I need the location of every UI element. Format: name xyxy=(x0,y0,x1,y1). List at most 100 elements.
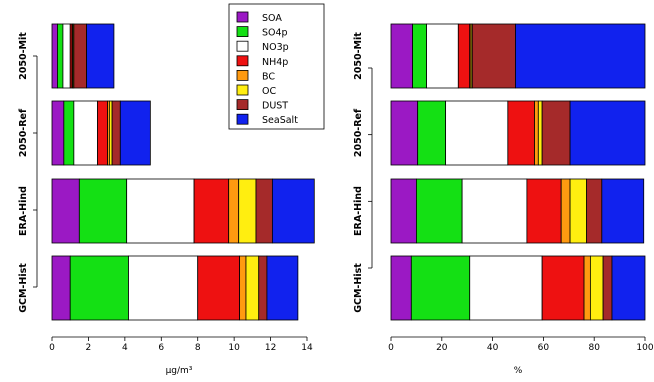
category-label: ERA-Hind xyxy=(18,186,29,236)
bar-segment-no3p-2050-ref xyxy=(73,100,98,166)
bar-segment-so4p-era-hind xyxy=(415,178,463,244)
bar-segment-oc-gcm-hist xyxy=(589,255,604,321)
bar-segment-seasalt-era-hind xyxy=(271,178,315,244)
bar-segment-seasalt-2050-mit xyxy=(86,23,115,89)
bar-segment-seasalt-gcm-hist xyxy=(611,255,646,321)
legend-swatch-oc xyxy=(236,84,249,96)
legend-label-seasalt: SeaSalt xyxy=(262,115,298,126)
category-label: 2050-Mit xyxy=(18,32,29,80)
category-label: 2050-Ref xyxy=(353,108,364,157)
x-tick-label: 0 xyxy=(388,343,394,353)
bar-segment-dust-era-hind xyxy=(586,178,603,244)
bar-segment-dust-era-hind xyxy=(255,178,273,244)
legend-label-oc: OC xyxy=(262,86,276,97)
bar-segment-nh4p-era-hind xyxy=(193,178,230,244)
x-tick-label: 8 xyxy=(195,343,201,353)
bar-segment-seasalt-era-hind xyxy=(601,178,645,244)
legend-swatch-bc xyxy=(236,70,249,81)
x-tick-label: 6 xyxy=(158,343,164,353)
bar-segment-soa-2050-mit xyxy=(51,23,58,89)
x-tick-label: 0 xyxy=(49,343,55,353)
legend-label-so4p: SO4p xyxy=(262,28,288,39)
legend-swatch-soa xyxy=(236,11,249,23)
bar-segment-so4p-era-hind xyxy=(78,178,128,244)
x-tick-label: 20 xyxy=(436,343,448,353)
bar-segment-nh4p-gcm-hist xyxy=(541,255,585,321)
legend-swatch-nh4p xyxy=(236,55,249,67)
x-tick-label: 4 xyxy=(122,343,128,353)
bar-segment-oc-era-hind xyxy=(569,178,587,244)
category-label: 2050-Mit xyxy=(353,32,364,80)
bar-segment-oc-era-hind xyxy=(238,178,257,244)
bar-segment-oc-2050-ref xyxy=(537,100,543,166)
bar-segment-soa-2050-ref xyxy=(51,100,65,166)
bar-segment-seasalt-2050-ref xyxy=(569,100,646,166)
bar-segment-seasalt-2050-ref xyxy=(119,100,151,166)
bar-segment-soa-era-hind xyxy=(390,178,417,244)
bar-segment-no3p-era-hind xyxy=(126,178,195,244)
bar-segment-bc-era-hind xyxy=(228,178,240,244)
category-label: ERA-Hind xyxy=(353,186,364,236)
x-tick-label: 40 xyxy=(487,343,499,353)
legend-swatch-seasalt xyxy=(236,113,249,125)
bar-segment-no3p-2050-mit xyxy=(426,23,459,89)
legend-swatch-so4p xyxy=(236,26,249,38)
bar-segment-oc-gcm-hist xyxy=(245,255,260,321)
bar-segment-nh4p-gcm-hist xyxy=(197,255,241,321)
legend-label-dust: DUST xyxy=(262,101,288,112)
category-label: GCM-Hist xyxy=(353,263,364,313)
legend-swatch-dust xyxy=(236,99,249,110)
x-tick-label: 14 xyxy=(301,343,313,353)
x-axis-label: µg/m³ xyxy=(166,366,193,376)
bar-segment-soa-2050-mit xyxy=(390,23,413,89)
bar-segment-soa-gcm-hist xyxy=(390,255,412,321)
bar-segment-dust-2050-ref xyxy=(111,100,121,166)
bar-segment-so4p-2050-ref xyxy=(63,100,75,166)
bar-segment-bc-gcm-hist xyxy=(583,255,591,321)
bar-segment-dust-gcm-hist xyxy=(602,255,613,321)
bar-segment-dust-2050-ref xyxy=(541,100,571,166)
left-panel-absolute: GCM-Hist ERA-Hind 2050-Ref 2050-Mit 0 2 4 6 8 10 1… xyxy=(18,23,315,376)
bar-segment-soa-2050-ref xyxy=(390,100,419,166)
bar-segment-so4p-2050-mit xyxy=(57,23,64,89)
legend-label-bc: BC xyxy=(262,71,275,82)
x-tick-label: 12 xyxy=(265,343,276,353)
legend-swatch-no3p xyxy=(236,40,249,52)
x-axis-label: % xyxy=(514,366,523,376)
bar-segment-bc-2050-ref xyxy=(534,100,539,166)
bar-segment-seasalt-gcm-hist xyxy=(266,255,299,321)
legend-label-no3p: NO3p xyxy=(262,42,289,53)
bar-segment-bc-gcm-hist xyxy=(239,255,247,321)
bar-segment-nh4p-2050-mit xyxy=(457,23,471,89)
bar-segment-seasalt-2050-mit xyxy=(515,23,646,89)
legend: SOA SO4p NO3p NH4p BC OC DUST SeaSalt xyxy=(228,3,325,130)
x-tick-label: 80 xyxy=(588,343,600,353)
bar-segment-nh4p-2050-ref xyxy=(507,100,535,166)
bar-segment-dust-gcm-hist xyxy=(258,255,268,321)
bar-segment-no3p-gcm-hist xyxy=(469,255,543,321)
bar-segment-nh4p-era-hind xyxy=(526,178,562,244)
bar-segment-no3p-era-hind xyxy=(461,178,528,244)
x-tick-label: 60 xyxy=(538,343,550,353)
bar-segment-so4p-2050-mit xyxy=(412,23,427,89)
bar-segment-soa-era-hind xyxy=(51,178,80,244)
bar-segment-no3p-gcm-hist xyxy=(128,255,199,321)
x-tick-label: 2 xyxy=(86,343,92,353)
x-tick-label: 100 xyxy=(636,343,653,353)
bar-segment-so4p-2050-ref xyxy=(417,100,447,166)
bar-segment-no3p-2050-mit xyxy=(62,23,71,89)
category-label: GCM-Hist xyxy=(18,263,29,313)
right-panel-percent: GCM-Hist ERA-Hind 2050-Ref 2050-Mit 0 20 40 60 8… xyxy=(353,23,654,376)
bar-segment-so4p-gcm-hist xyxy=(69,255,129,321)
x-tick-label: 10 xyxy=(228,343,240,353)
bar-segment-nh4p-2050-ref xyxy=(97,100,108,166)
bar-segment-no3p-2050-ref xyxy=(445,100,509,166)
bar-segment-dust-2050-mit xyxy=(73,23,88,89)
bar-segment-dust-2050-mit xyxy=(471,23,516,89)
bar-segment-so4p-gcm-hist xyxy=(410,255,471,321)
legend-label-nh4p: NH4p xyxy=(262,57,288,68)
legend-label-soa: SOA xyxy=(262,13,282,24)
bar-segment-soa-gcm-hist xyxy=(51,255,71,321)
category-label: 2050-Ref xyxy=(18,108,29,157)
